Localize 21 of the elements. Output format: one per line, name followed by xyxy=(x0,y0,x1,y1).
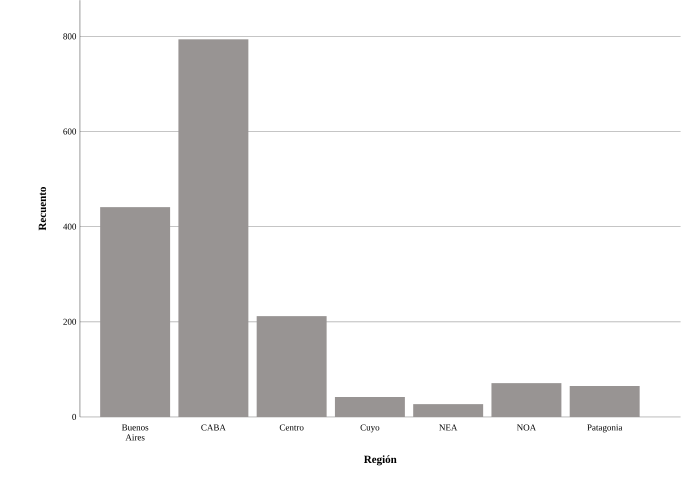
x-tick-label: Centro xyxy=(280,424,304,431)
x-tick-label: CABA xyxy=(201,424,226,431)
y-tick-label: 400 xyxy=(63,224,76,230)
x-tick-label: Cuyo xyxy=(360,424,380,432)
x-tick-label: NOA xyxy=(516,424,536,431)
bar xyxy=(570,386,640,417)
x-axis-title: Región xyxy=(364,455,397,466)
y-tick-label: 600 xyxy=(63,128,76,135)
x-tick-label: Buenos Aires xyxy=(122,424,148,440)
bar xyxy=(334,397,405,417)
y-tick-label: 200 xyxy=(63,318,76,325)
bar xyxy=(256,316,327,417)
y-tick-label: 0 xyxy=(72,414,76,420)
bar xyxy=(491,383,562,417)
y-tick-label: 800 xyxy=(63,33,76,40)
bar xyxy=(178,39,248,417)
y-axis-title: Recuento xyxy=(38,187,46,230)
x-tick-label: Patagonia xyxy=(587,424,622,432)
bar xyxy=(100,207,170,417)
bar xyxy=(413,404,484,417)
x-tick-label: NEA xyxy=(439,424,458,430)
